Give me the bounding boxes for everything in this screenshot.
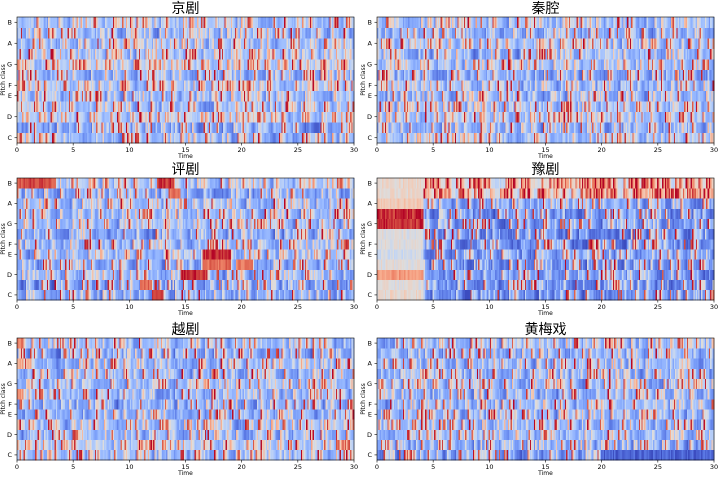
y-tick-label: B bbox=[8, 18, 12, 26]
x-tick-label: 25 bbox=[294, 146, 302, 154]
x-tick-label: 30 bbox=[350, 146, 358, 154]
heatmap-cells bbox=[17, 17, 354, 143]
x-tick-label: 0 bbox=[15, 146, 19, 154]
y-tick-label: D bbox=[7, 113, 12, 121]
heatmap-cells bbox=[377, 17, 714, 143]
y-tick-label: F bbox=[8, 81, 12, 89]
x-tick-label: 20 bbox=[238, 146, 246, 154]
y-tick-label: E bbox=[8, 92, 12, 100]
y-tick-label: C bbox=[7, 134, 12, 142]
x-tick-label: 5 bbox=[71, 146, 75, 154]
y-tick-label: G bbox=[7, 60, 12, 68]
y-tick-label: A bbox=[8, 39, 13, 47]
x-axis-label: Time bbox=[177, 153, 193, 160]
panel-title: 京剧 bbox=[172, 1, 200, 17]
y-axis-label: Pitch class bbox=[0, 64, 7, 95]
x-tick-label: 10 bbox=[125, 146, 133, 154]
